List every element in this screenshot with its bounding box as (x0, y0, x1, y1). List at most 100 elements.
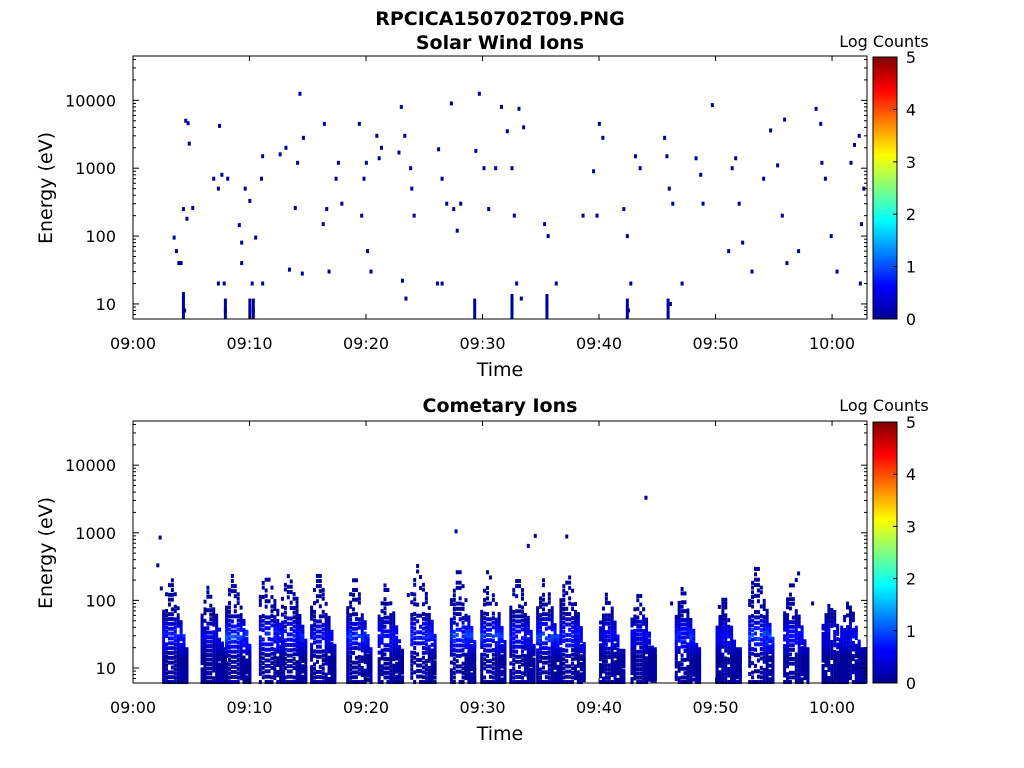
burst-pixel (762, 639, 766, 644)
burst-pixel (568, 643, 572, 648)
burst-pixel (759, 632, 763, 637)
burst-pixel (289, 680, 293, 685)
burst-pixel (571, 666, 575, 671)
burst-pixel (724, 632, 728, 637)
data-pixel (734, 156, 738, 161)
burst-pixel (642, 629, 646, 634)
burst-pixel (494, 641, 498, 646)
burst-pixel (840, 630, 844, 635)
burst-pixel (846, 648, 850, 653)
burst-pixel (280, 652, 284, 657)
burst-pixel (318, 584, 322, 589)
burst-pixel (421, 602, 425, 607)
burst-pixel (165, 663, 169, 668)
burst-pixel (550, 634, 554, 639)
burst-pixel (800, 653, 804, 658)
burst-pixel (173, 638, 177, 643)
burst-pixel (851, 653, 855, 658)
burst-pixel (276, 646, 280, 651)
burst-pixel (827, 651, 831, 656)
burst-pixel (421, 680, 425, 685)
burst-pixel (491, 661, 495, 666)
burst-pixel (568, 612, 572, 617)
burst-pixel (751, 623, 755, 628)
burst-pixel (680, 662, 684, 667)
burst-pixel (599, 663, 603, 668)
burst-pixel (827, 660, 831, 665)
burst-pixel (721, 636, 725, 641)
burst-pixel (218, 670, 222, 675)
burst-pixel (491, 638, 495, 643)
burst-pixel (449, 672, 453, 677)
burst-pixel (565, 669, 569, 674)
burst-pixel (568, 674, 572, 679)
burst-pixel (536, 634, 540, 639)
burst-pixel (751, 632, 755, 637)
burst-pixel (200, 616, 204, 621)
data-pixel (435, 281, 439, 286)
burst-pixel (386, 588, 390, 593)
burst-pixel (212, 676, 216, 681)
burst-pixel (215, 623, 219, 628)
burst-pixel (313, 662, 317, 667)
burst-pixel (630, 647, 634, 652)
burst-pixel (721, 672, 725, 677)
burst-pixel (313, 675, 317, 680)
burst-pixel (286, 616, 290, 621)
burst-pixel (821, 631, 825, 636)
burst-pixel (848, 636, 852, 641)
burst-pixel (686, 623, 690, 628)
burst-pixel (523, 639, 527, 644)
burst-pixel (721, 613, 725, 618)
burst-pixel (544, 675, 548, 680)
burst-pixel (518, 639, 522, 644)
burst-pixel (286, 574, 290, 579)
data-pixel (776, 163, 780, 168)
burst-pixel (289, 590, 293, 595)
burst-pixel (315, 659, 319, 664)
burst-pixel (182, 640, 186, 645)
burst-pixel (854, 648, 858, 653)
burst-pixel (360, 680, 364, 685)
burst-pixel (452, 680, 456, 685)
burst-pixel (424, 650, 428, 655)
burst-pixel (539, 625, 543, 630)
burst-pixel (553, 674, 557, 679)
burst-pixel (613, 629, 617, 634)
burst-pixel (212, 668, 216, 673)
burst-pixel (215, 651, 219, 656)
burst-pixel (203, 672, 207, 677)
burst-pixel (718, 640, 722, 645)
burst-pixel (680, 622, 684, 627)
burst-pixel (267, 615, 271, 620)
burst-pixel (170, 612, 174, 617)
burst-pixel (565, 606, 569, 611)
burst-pixel (395, 648, 399, 653)
burst-pixel (824, 643, 828, 648)
burst-pixel (536, 669, 540, 674)
burst-pixel (230, 680, 234, 685)
burst-pixel (636, 632, 640, 637)
data-pixel (554, 281, 558, 286)
burst-pixel (645, 665, 649, 670)
burst-pixel (544, 680, 548, 685)
burst-pixel (455, 669, 459, 674)
burst-pixel (783, 666, 787, 671)
burst-pixel (461, 670, 465, 675)
burst-pixel (539, 634, 543, 639)
burst-pixel (483, 638, 487, 643)
burst-pixel (724, 668, 728, 673)
burst-pixel (363, 640, 367, 645)
burst-pixel (783, 634, 787, 639)
burst-pixel (529, 675, 533, 680)
burst-pixel (313, 623, 317, 628)
burst-pixel (715, 646, 719, 651)
burst-pixel (689, 680, 693, 685)
burst-pixel (724, 640, 728, 645)
burst-pixel (461, 620, 465, 625)
burst-pixel (512, 671, 516, 676)
burst-pixel (427, 676, 431, 681)
burst-pixel (529, 632, 533, 637)
burst-pixel (573, 641, 577, 646)
burst-pixel (571, 620, 575, 625)
